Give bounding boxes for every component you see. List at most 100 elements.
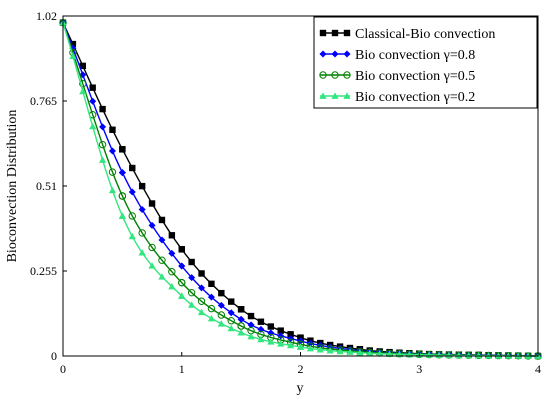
series-layer: [59, 18, 542, 360]
curve-marker: [148, 243, 156, 252]
curve-marker: [168, 268, 176, 276]
curve-marker: [385, 350, 394, 357]
y-tick-label: 0.51: [36, 179, 57, 193]
curve-marker: [208, 280, 215, 288]
legend-marker: [331, 50, 339, 58]
curve-marker: [197, 308, 206, 316]
curve-marker: [227, 309, 235, 317]
legend-entry: Bio convection γ=0.5: [319, 69, 475, 84]
curve-marker: [168, 249, 176, 257]
legend-marker: [331, 92, 339, 99]
y-tick-label: 0.765: [30, 94, 57, 108]
curve-marker: [188, 258, 195, 266]
curve-marker: [89, 97, 97, 105]
curve-marker: [228, 298, 235, 305]
curve-marker: [277, 327, 284, 334]
curve-marker: [128, 232, 136, 240]
curve-marker: [237, 329, 245, 336]
curve-marker: [247, 312, 255, 320]
curve-marker: [257, 318, 265, 325]
curve-marker: [158, 256, 166, 264]
x-tick-label: 4: [535, 362, 541, 376]
x-axis-ticks: 0 1 2 3 4: [60, 352, 541, 376]
curve-marker: [217, 301, 225, 309]
curve-marker: [119, 146, 126, 153]
curve-marker: [465, 351, 473, 359]
curve-marker: [109, 126, 116, 133]
y-tick-label: 0.255: [30, 264, 57, 278]
curve-marker: [187, 288, 196, 297]
y-tick-label: 1.02: [36, 9, 57, 23]
curve-marker: [237, 315, 245, 323]
curve-marker: [247, 321, 255, 329]
curve-marker: [395, 350, 404, 358]
curve-marker: [336, 347, 344, 355]
curve-marker: [287, 341, 295, 349]
curve-marker: [138, 205, 146, 213]
curve-marker: [306, 344, 314, 352]
curve-marker: [207, 293, 215, 301]
curve-marker: [257, 325, 265, 333]
x-tick-label: 3: [416, 362, 422, 376]
curve-marker: [168, 282, 176, 290]
curve-marker: [148, 262, 156, 269]
curve-marker: [445, 351, 453, 359]
curve-marker: [188, 301, 196, 308]
curve-marker: [79, 79, 87, 88]
curve-marker: [98, 140, 107, 149]
curve-marker: [237, 306, 245, 313]
curve-marker: [287, 334, 295, 342]
curve-marker: [118, 192, 127, 200]
curve-marker: [128, 188, 136, 196]
curve-marker: [296, 343, 305, 350]
curve-marker: [227, 324, 235, 332]
curve-marker: [79, 87, 87, 95]
legend: Classical-Bio convection Bio convection γ…: [313, 16, 538, 109]
curve-marker: [138, 229, 146, 237]
legend-label: Bio convection γ=0.5: [355, 69, 475, 84]
x-axis-label: y: [297, 381, 304, 396]
curve-marker: [198, 270, 205, 277]
legend-marker: [343, 50, 351, 58]
y-axis-label: Bioconvection Distribution: [5, 110, 20, 263]
curve-marker: [178, 262, 186, 270]
legend-box: [313, 16, 538, 109]
curve-marker: [257, 335, 265, 343]
curve-marker: [98, 156, 107, 163]
legend-marker: [331, 29, 339, 37]
curve-marker: [366, 349, 374, 357]
x-tick-label: 1: [179, 362, 185, 376]
legend-entry: Bio convection γ=0.8: [319, 48, 475, 63]
curve-marker: [108, 147, 116, 155]
curve-marker: [346, 348, 354, 355]
curve-marker: [178, 292, 186, 299]
legend-marker: [331, 71, 339, 79]
y-tick-label: 0: [51, 349, 57, 363]
curve-marker: [118, 169, 126, 177]
curve-marker: [158, 216, 166, 224]
curve-marker: [267, 323, 275, 330]
legend-marker: [343, 29, 351, 37]
curve-marker: [148, 221, 156, 229]
curve-marker: [108, 186, 117, 194]
curve-marker: [158, 236, 166, 244]
curve-marker: [207, 314, 216, 322]
legend-label: Bio convection γ=0.2: [355, 90, 475, 105]
curve-marker: [198, 284, 206, 292]
curve-marker: [376, 350, 384, 357]
y-axis-ticks: 0 0.255 0.51 0.765 1.02: [30, 9, 67, 363]
legend-marker: [319, 92, 327, 99]
curve-marker: [188, 274, 196, 282]
curve-marker: [227, 317, 235, 325]
curve-marker: [217, 311, 226, 319]
curve-marker: [247, 332, 255, 340]
x-tick-label: 2: [298, 362, 304, 376]
curve-marker: [494, 352, 503, 359]
curve-marker: [178, 278, 186, 287]
curve-marker: [267, 338, 275, 345]
curve-marker: [129, 164, 136, 172]
curve-marker: [218, 289, 225, 297]
curve-marker: [277, 340, 285, 347]
